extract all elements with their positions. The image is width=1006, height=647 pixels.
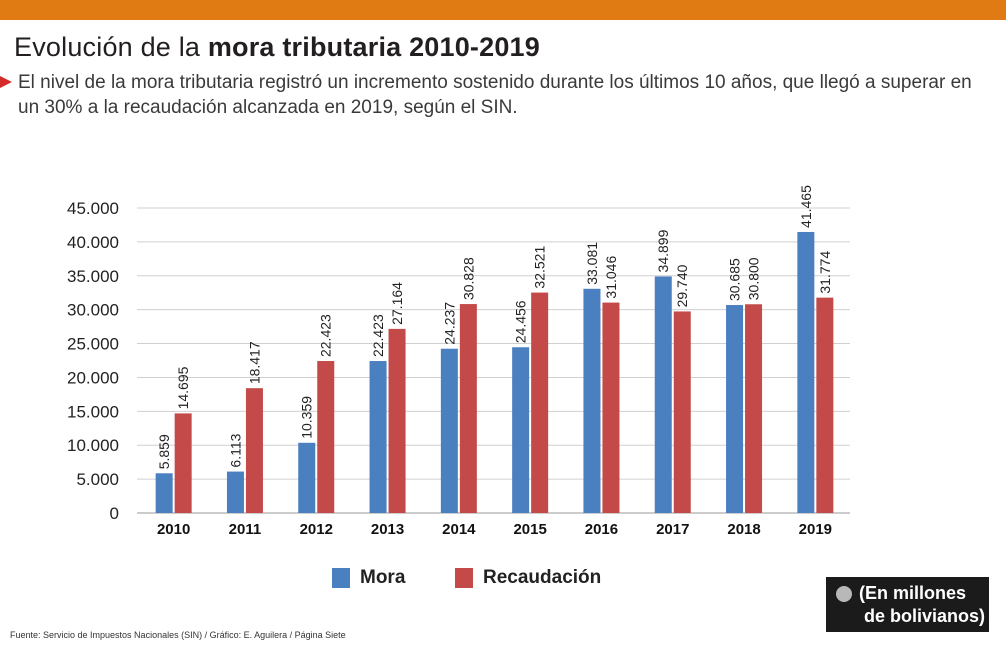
data-label-recaudacion-2018: 30.800 — [746, 257, 762, 300]
bar-recaudacion-2014 — [459, 304, 477, 513]
data-label-recaudacion-2012: 22.423 — [318, 314, 334, 357]
title-bold: mora tributaria 2010-2019 — [207, 32, 540, 62]
data-label-recaudacion-2014: 30.828 — [460, 257, 476, 300]
data-label-mora-2014: 24.237 — [441, 302, 457, 345]
source-note: Fuente: Servicio de Impuestos Nacionales… — [10, 630, 346, 640]
data-label-recaudacion-2016: 31.046 — [603, 256, 619, 299]
y-tick-label: 40.000 — [67, 233, 119, 252]
data-label-mora-2010: 5.859 — [156, 434, 172, 469]
data-label-mora-2018: 30.685 — [727, 258, 743, 301]
y-tick-label: 15.000 — [67, 402, 119, 421]
bar-recaudacion-2013 — [388, 328, 406, 513]
y-tick-label: 35.000 — [67, 267, 119, 286]
y-tick-label: 10.000 — [67, 436, 119, 455]
data-label-recaudacion-2011: 18.417 — [246, 341, 262, 384]
bullet-arrow-icon — [0, 76, 12, 88]
y-tick-label: 30.000 — [67, 301, 119, 320]
data-label-mora-2012: 10.359 — [299, 396, 315, 439]
bar-mora-2014 — [440, 348, 458, 513]
data-label-mora-2015: 24.456 — [513, 300, 529, 343]
bar-mora-2015 — [512, 347, 530, 513]
y-tick-label: 25.000 — [67, 335, 119, 354]
legend-swatch-mora — [332, 568, 350, 588]
bar-recaudacion-2010 — [174, 413, 192, 513]
data-label-mora-2013: 22.423 — [370, 314, 386, 357]
x-tick-label: 2010 — [157, 521, 190, 538]
bar-recaudacion-2012 — [317, 361, 335, 513]
chart-title: Evolución de la mora tributaria 2010-201… — [14, 32, 540, 63]
x-tick-label: 2016 — [585, 521, 618, 538]
y-tick-label: 5.000 — [76, 470, 119, 489]
legend-item-recaudacion: Recaudación — [455, 566, 601, 590]
data-label-recaudacion-2015: 32.521 — [532, 246, 548, 289]
circle-icon — [836, 586, 852, 602]
bar-mora-2017 — [654, 276, 672, 513]
chart-subtitle: El nivel de la mora tributaria registró … — [18, 72, 972, 118]
x-tick-label: 2018 — [727, 521, 760, 538]
y-tick-label: 20.000 — [67, 368, 119, 387]
data-label-mora-2017: 34.899 — [655, 229, 671, 272]
bar-mora-2016 — [583, 288, 601, 513]
units-line-1: (En millones — [859, 583, 967, 603]
y-tick-label: 0 — [110, 504, 119, 523]
x-tick-label: 2017 — [656, 521, 689, 538]
bar-recaudacion-2018 — [745, 304, 763, 513]
bar-recaudacion-2015 — [531, 292, 549, 513]
x-tick-label: 2011 — [229, 521, 262, 538]
bar-recaudacion-2016 — [602, 302, 620, 513]
bar-mora-2011 — [226, 471, 244, 513]
data-label-mora-2016: 33.081 — [584, 242, 600, 285]
bar-recaudacion-2017 — [673, 311, 691, 513]
data-label-mora-2011: 6.113 — [227, 433, 243, 467]
bar-recaudacion-2011 — [245, 388, 263, 513]
top-accent-bar — [0, 0, 1006, 20]
x-tick-label: 2013 — [371, 521, 404, 538]
bar-mora-2018 — [726, 305, 744, 513]
bar-mora-2010 — [155, 473, 173, 513]
data-label-recaudacion-2010: 14.695 — [175, 366, 191, 409]
x-tick-label: 2014 — [442, 521, 476, 538]
bar-mora-2019 — [797, 231, 815, 513]
units-note: (En millones de bolivianos) — [826, 577, 989, 632]
y-tick-label: 45.000 — [67, 199, 119, 218]
data-label-mora-2019: 41.465 — [798, 185, 814, 228]
data-label-recaudacion-2013: 27.164 — [389, 282, 405, 325]
legend-swatch-recaudacion — [455, 568, 473, 588]
x-tick-label: 2015 — [513, 521, 546, 538]
legend-label-recaudacion: Recaudación — [483, 567, 602, 588]
data-label-recaudacion-2017: 29.740 — [674, 264, 690, 307]
bar-mora-2012 — [298, 442, 316, 513]
x-tick-label: 2019 — [799, 521, 832, 538]
title-regular: Evolución de la — [14, 32, 208, 62]
x-tick-label: 2012 — [300, 521, 333, 538]
units-line-2: de bolivianos) — [864, 606, 986, 626]
legend-label-mora: Mora — [360, 567, 406, 588]
bar-mora-2013 — [369, 361, 387, 513]
legend-item-mora: Mora — [332, 566, 405, 590]
bar-recaudacion-2019 — [816, 297, 834, 513]
data-label-recaudacion-2019: 31.774 — [817, 251, 833, 294]
